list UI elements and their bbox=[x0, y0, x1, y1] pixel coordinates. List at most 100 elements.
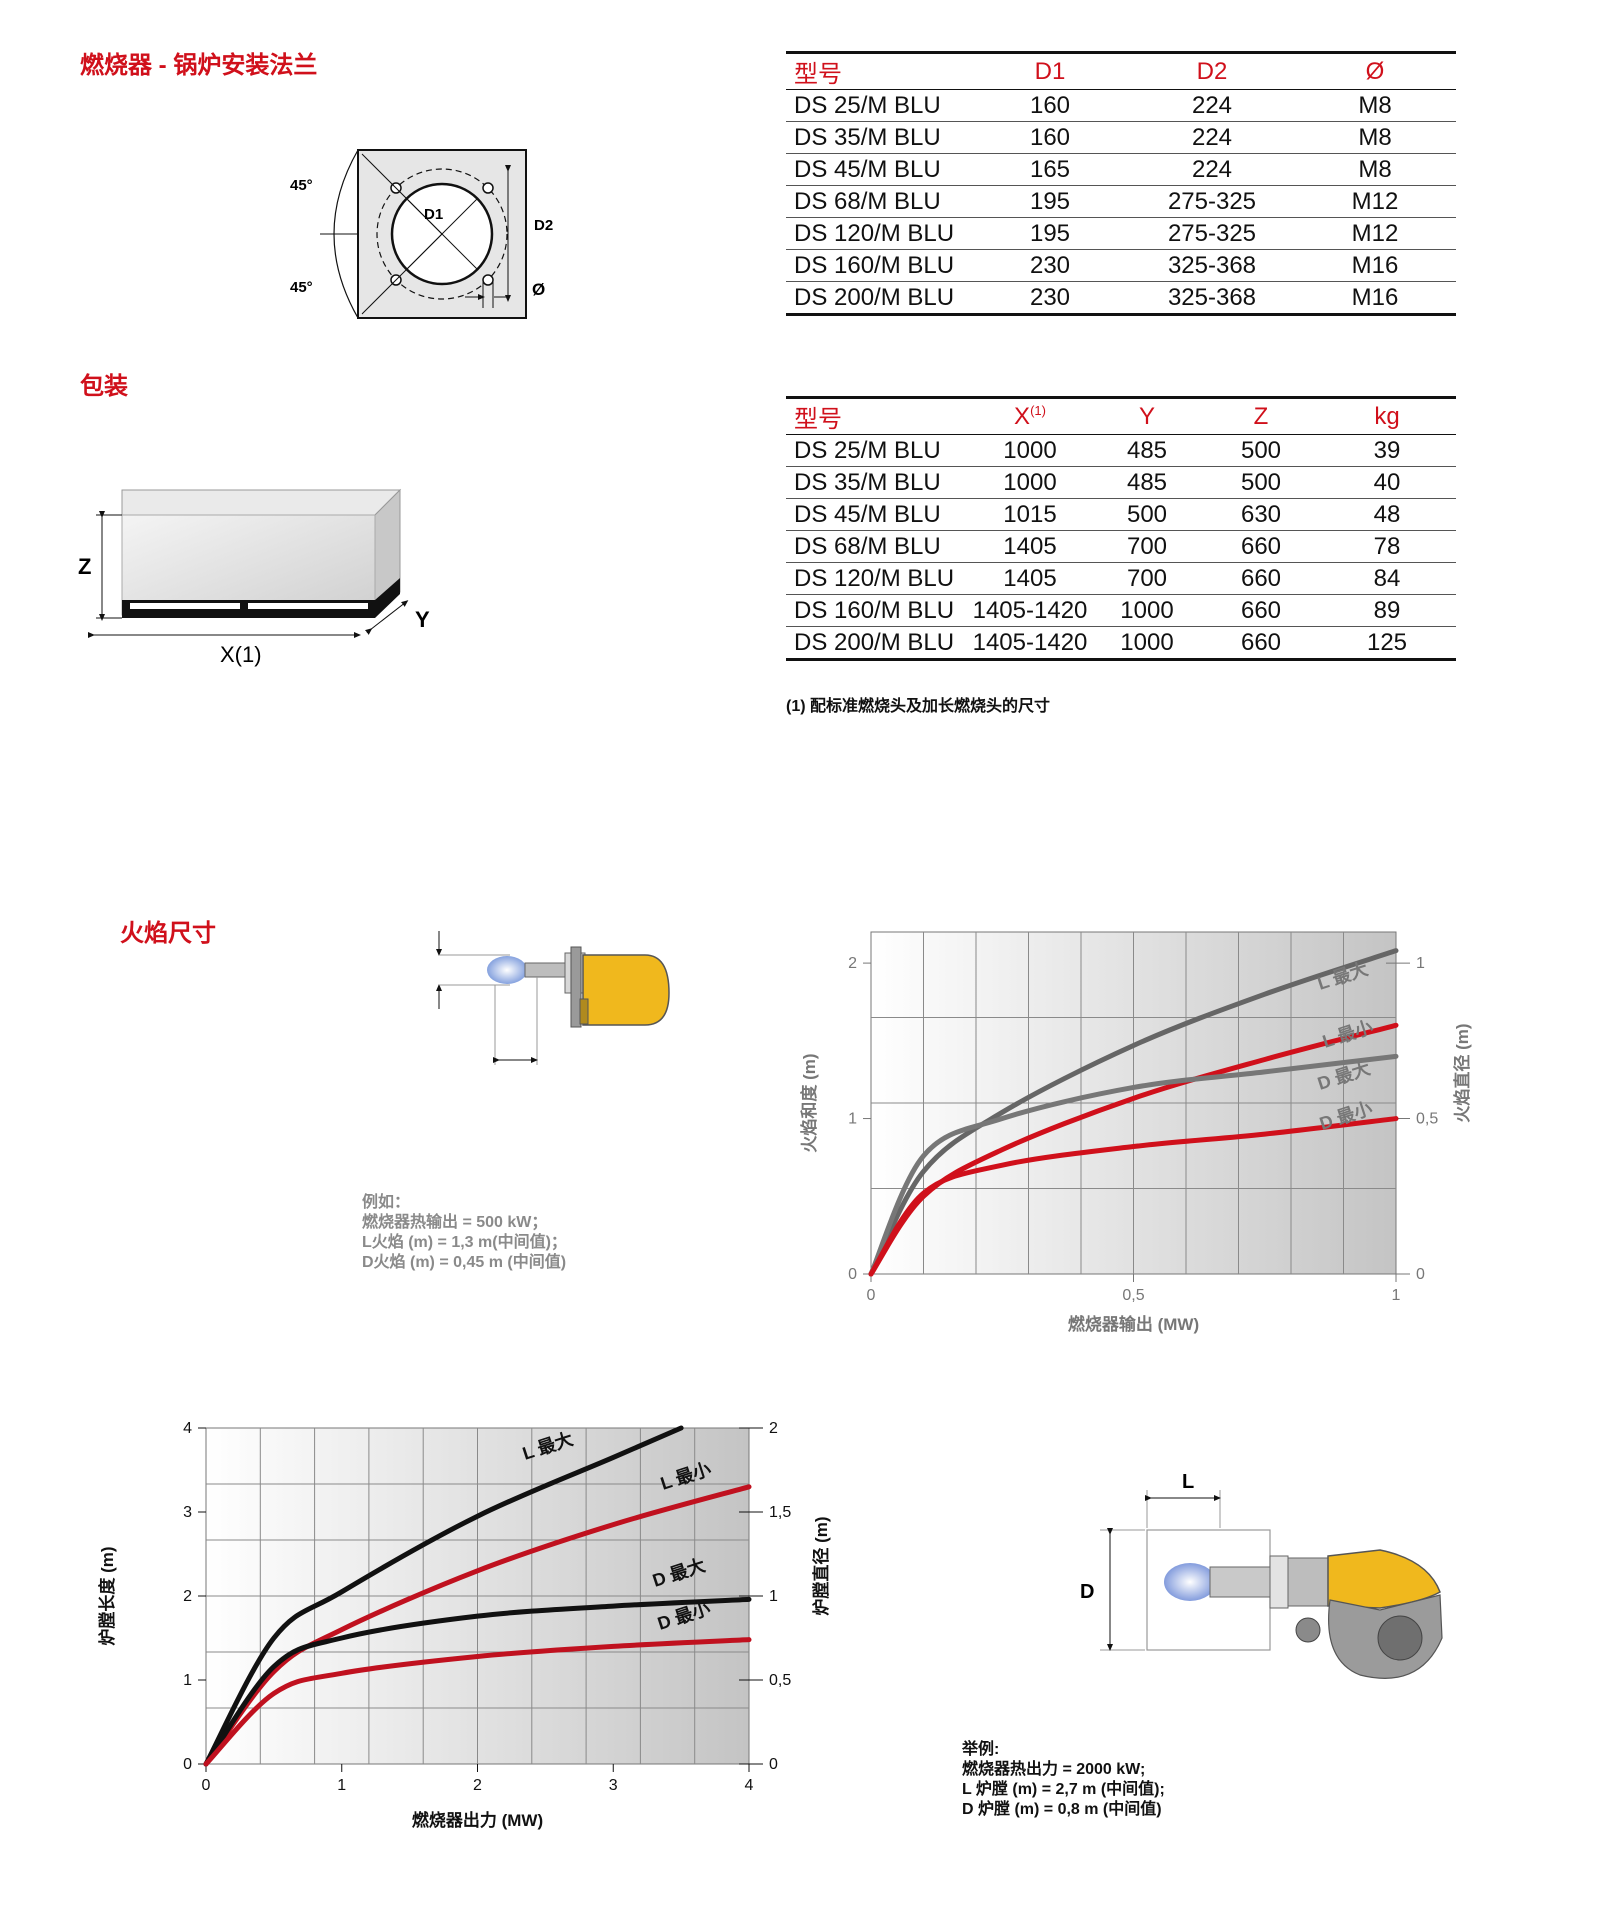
hole-label: Ø bbox=[532, 280, 545, 299]
table-cell: 1405-1420 bbox=[970, 594, 1090, 627]
table-cell: DS 45/M BLU bbox=[786, 498, 970, 531]
table-cell: 89 bbox=[1318, 594, 1456, 627]
y-tick-label: 0 bbox=[848, 1266, 857, 1283]
table-row: DS 45/M BLU 1015 500 630 48 bbox=[786, 498, 1456, 531]
y-tick-label: 1 bbox=[848, 1111, 857, 1128]
col-d2: D2 bbox=[1130, 51, 1294, 90]
col-z: Z bbox=[1204, 396, 1318, 435]
table-cell: 160 bbox=[970, 89, 1130, 122]
table-cell: DS 200/M BLU bbox=[786, 281, 970, 316]
table-cell: DS 120/M BLU bbox=[786, 562, 970, 595]
z-label: Z bbox=[78, 554, 91, 579]
table-cell: M16 bbox=[1294, 281, 1456, 316]
table-row: DS 200/M BLU 230 325-368 M16 bbox=[786, 281, 1456, 316]
table-row: DS 68/M BLU 195 275-325 M12 bbox=[786, 185, 1456, 218]
table-cell: 500 bbox=[1090, 498, 1204, 531]
table-cell: 230 bbox=[970, 281, 1130, 316]
y-axis-label: 炉膛长度 (m) bbox=[97, 1546, 117, 1645]
x-tick-label: 1 bbox=[1392, 1287, 1401, 1304]
x-tick-label: 1 bbox=[337, 1777, 346, 1794]
series-line bbox=[868, 1053, 1399, 1277]
table-cell: 48 bbox=[1318, 498, 1456, 531]
table-cell: 40 bbox=[1318, 466, 1456, 499]
packaging-section-title: 包装 bbox=[80, 373, 128, 400]
x-tick-label: 0 bbox=[202, 1777, 211, 1794]
table-cell: DS 68/M BLU bbox=[786, 185, 970, 218]
y-tick-label: 4 bbox=[183, 1420, 192, 1437]
table-cell: M16 bbox=[1294, 249, 1456, 282]
table-cell: 1405 bbox=[970, 562, 1090, 595]
table-cell: DS 160/M BLU bbox=[786, 249, 970, 282]
table-row: DS 25/M BLU 160 224 M8 bbox=[786, 89, 1456, 122]
table-cell: 325-368 bbox=[1130, 249, 1294, 282]
table-cell: 660 bbox=[1204, 530, 1318, 563]
packaging-diagram: Z X(1) Y bbox=[78, 488, 430, 667]
series-line bbox=[203, 1596, 752, 1767]
y-right-tick-label: 0 bbox=[1416, 1266, 1425, 1283]
series-line bbox=[868, 948, 1399, 1277]
furnace-example: 举例: 燃烧器热出力 = 2000 kW; L 炉膛 (m) = 2,7 m (… bbox=[962, 1741, 1165, 1818]
table-cell: DS 120/M BLU bbox=[786, 217, 970, 250]
y-tick-label: 3 bbox=[183, 1504, 192, 1521]
x-tick-label: 2 bbox=[473, 1777, 482, 1794]
y-tick-label: 1 bbox=[183, 1672, 192, 1689]
packaging-table-body: DS 25/M BLU 1000 485 500 39 DS 35/M BLU 1000 48… bbox=[786, 434, 1456, 661]
packaging-table: 型号 X(1) Y Z kg DS 25/M BLU 1000 485 500 39 DS… bbox=[786, 396, 1456, 661]
table-cell: 660 bbox=[1204, 626, 1318, 661]
table-cell: 160 bbox=[970, 121, 1130, 154]
x-tick-label: 0,5 bbox=[1122, 1287, 1144, 1304]
table-row: DS 120/M BLU 195 275-325 M12 bbox=[786, 217, 1456, 250]
table-cell: DS 45/M BLU bbox=[786, 153, 970, 186]
table-cell: 485 bbox=[1090, 434, 1204, 467]
flange-table-body: DS 25/M BLU 160 224 M8 DS 35/M BLU 160 224 M8 DS… bbox=[786, 89, 1456, 316]
table-cell: 630 bbox=[1204, 498, 1318, 531]
table-cell: 1405 bbox=[970, 530, 1090, 563]
table-row: DS 35/M BLU 160 224 M8 bbox=[786, 121, 1456, 154]
y-tick-label: 2 bbox=[183, 1588, 192, 1605]
y-right-tick-label: 2 bbox=[769, 1420, 778, 1437]
col-model: 型号 bbox=[786, 396, 970, 435]
table-cell: 224 bbox=[1130, 121, 1294, 154]
y-right-tick-label: 1 bbox=[769, 1588, 778, 1605]
flame-section-title: 火焰尺寸 bbox=[120, 920, 216, 947]
col-y: Y bbox=[1090, 396, 1204, 435]
angle-top-label: 45° bbox=[290, 177, 313, 194]
furnace-d-label: D bbox=[1080, 1581, 1094, 1603]
table-cell: 325-368 bbox=[1130, 281, 1294, 316]
d1-label: D1 bbox=[424, 206, 443, 223]
col-kg: kg bbox=[1318, 396, 1456, 435]
packaging-footnote: (1) 配标准燃烧头及加长燃烧头的尺寸 bbox=[786, 698, 1051, 715]
table-cell: 1000 bbox=[1090, 594, 1204, 627]
series-line bbox=[868, 1116, 1399, 1277]
series-line bbox=[203, 1637, 752, 1767]
table-row: DS 120/M BLU 1405 700 660 84 bbox=[786, 562, 1456, 595]
series-line bbox=[203, 1484, 752, 1767]
table-cell: DS 35/M BLU bbox=[786, 121, 970, 154]
table-cell: 78 bbox=[1318, 530, 1456, 563]
table-cell: 224 bbox=[1130, 89, 1294, 122]
table-cell: 39 bbox=[1318, 434, 1456, 467]
table-cell: 275-325 bbox=[1130, 217, 1294, 250]
d2-label: D2 bbox=[534, 217, 553, 234]
table-cell: 165 bbox=[970, 153, 1130, 186]
y-right-axis-label: 炉膛直径 (m) bbox=[811, 1516, 831, 1615]
table-cell: M8 bbox=[1294, 89, 1456, 122]
y-right-tick-label: 0 bbox=[769, 1756, 778, 1773]
table-cell: 700 bbox=[1090, 530, 1204, 563]
flame-diagram bbox=[436, 931, 670, 1065]
table-cell: 660 bbox=[1204, 594, 1318, 627]
y-right-axis-label: 火焰直径 (m) bbox=[1452, 1023, 1472, 1122]
table-cell: M12 bbox=[1294, 217, 1456, 250]
table-row: DS 200/M BLU 1405-1420 1000 660 125 bbox=[786, 626, 1456, 661]
table-cell: 1000 bbox=[970, 466, 1090, 499]
col-hole: Ø bbox=[1294, 51, 1456, 90]
col-model: 型号 bbox=[786, 51, 970, 90]
table-cell: 1000 bbox=[1090, 626, 1204, 661]
packaging-table-header: 型号 X(1) Y Z kg bbox=[786, 396, 1456, 435]
y-right-tick-label: 0,5 bbox=[769, 1672, 791, 1689]
table-row: DS 68/M BLU 1405 700 660 78 bbox=[786, 530, 1456, 563]
table-cell: DS 200/M BLU bbox=[786, 626, 970, 661]
col-d1: D1 bbox=[970, 51, 1130, 90]
table-cell: 275-325 bbox=[1130, 185, 1294, 218]
